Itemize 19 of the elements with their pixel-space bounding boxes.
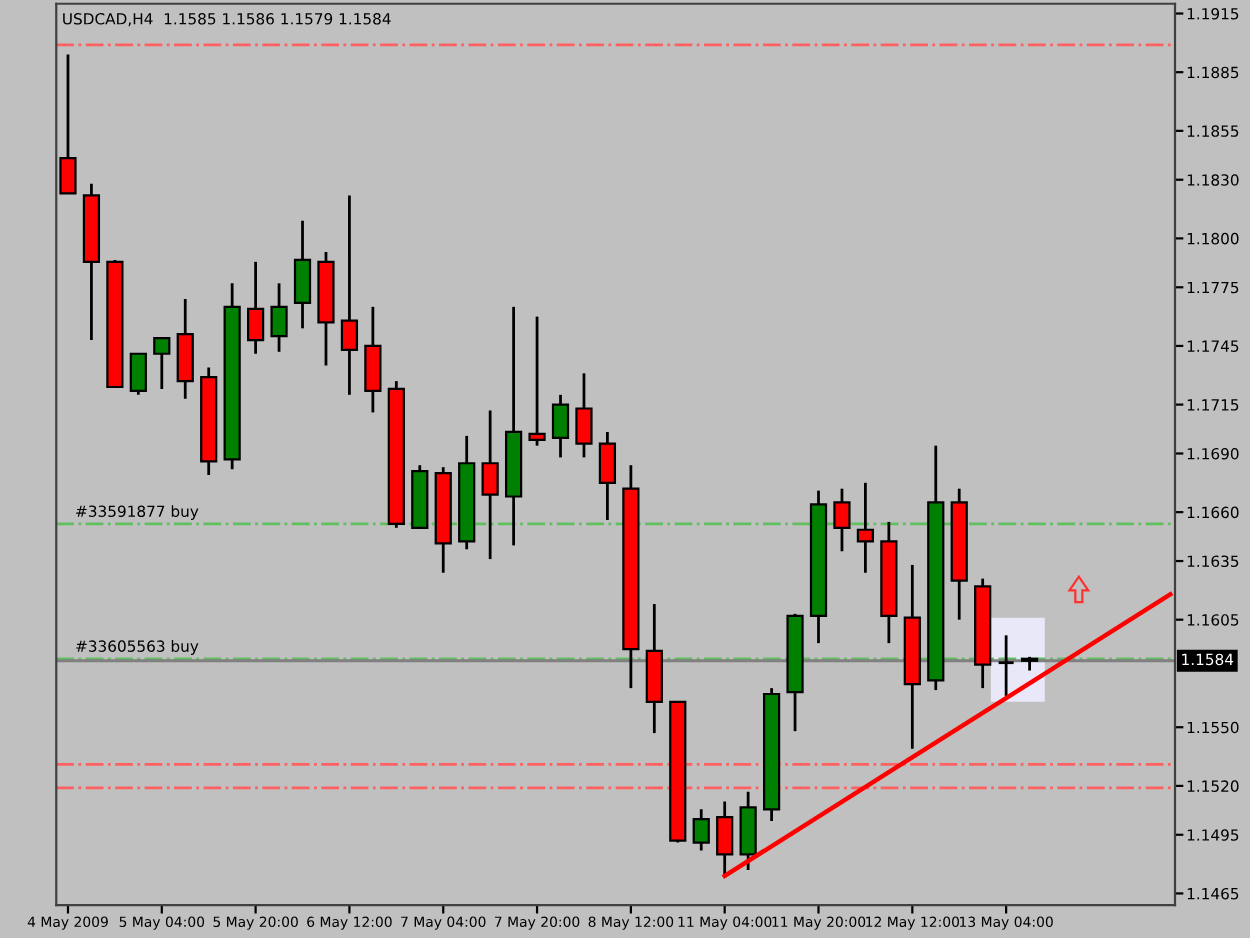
candlestick <box>856 481 875 575</box>
candlestick <box>59 53 77 195</box>
candlestick <box>153 336 171 391</box>
candlestick <box>270 281 288 354</box>
candlestick <box>246 260 265 356</box>
candlestick <box>129 352 147 397</box>
candlestick <box>481 409 499 561</box>
candlestick <box>739 790 757 872</box>
candlestick <box>598 430 617 522</box>
candlestick <box>364 305 382 414</box>
candlestick <box>575 371 593 459</box>
candlestick <box>176 297 194 401</box>
candlestick <box>340 193 359 397</box>
candlestick <box>692 807 710 852</box>
candlestick <box>528 315 546 448</box>
candlestick <box>551 393 570 459</box>
candlestick <box>293 219 312 330</box>
candlestick <box>997 633 1016 698</box>
candlestick <box>833 487 851 553</box>
